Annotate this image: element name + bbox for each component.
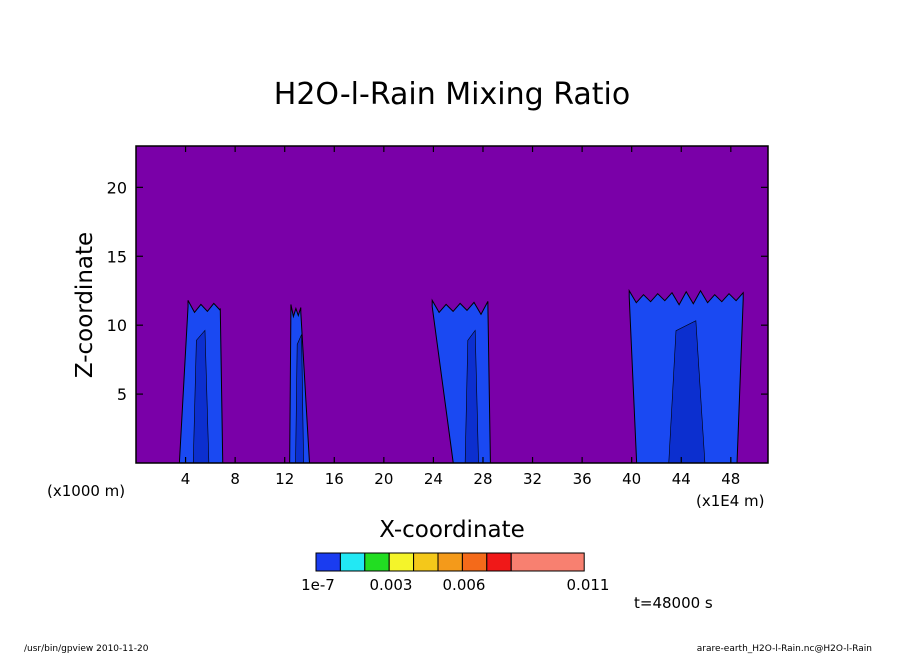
x-tick-label-16: 16 (325, 470, 344, 488)
x-tick-label-40: 40 (622, 470, 641, 488)
colorbar-label-2: 0.003 (370, 576, 413, 594)
x-tick-label-32: 32 (523, 470, 542, 488)
colorbar-swatch-2 (339, 552, 366, 572)
x-tick-label-24: 24 (424, 470, 443, 488)
x-tick-label-28: 28 (473, 470, 492, 488)
x-tick-label-12: 12 (275, 470, 294, 488)
y-tick-label-10: 10 (107, 316, 127, 335)
colorbar-swatch-1 (315, 552, 341, 572)
colorbar-labels: 1e-7 0.003 0.006 0.011 (301, 576, 609, 594)
colorbar-swatch-6 (437, 552, 463, 572)
x-unit-right: (x1E4 m) (696, 492, 765, 510)
x-tick-label-4: 4 (181, 470, 191, 488)
colorbar-swatch-7 (461, 552, 488, 572)
y-tick-label-20: 20 (107, 178, 127, 197)
footer-left: /usr/bin/gpview 2010-11-20 (24, 644, 149, 654)
colorbar (315, 552, 585, 572)
x-tick-label-48: 48 (721, 470, 740, 488)
x-axis-label: X-coordinate (379, 517, 525, 543)
colorbar-swatch-8 (486, 552, 512, 572)
x-tick-label-44: 44 (672, 470, 691, 488)
footer-right: arare-earth_H2O-l-Rain.nc@H2O-l-Rain (697, 644, 872, 654)
colorbar-swatch-5 (413, 552, 439, 572)
plot-frame (135, 145, 769, 464)
colorbar-swatch-3 (364, 552, 390, 572)
x-axis-ticks: 4 8 12 16 20 24 28 32 36 40 44 48 (181, 146, 740, 488)
y-axis-ticks: 5 10 15 20 (107, 178, 768, 404)
colorbar-swatch-4 (388, 552, 415, 572)
x-unit-left: (x1000 m) (47, 482, 125, 500)
rain-plumes (178, 288, 744, 464)
y-tick-label-5: 5 (117, 385, 127, 404)
x-tick-label-8: 8 (230, 470, 240, 488)
time-label: t=48000 s (634, 594, 713, 612)
colorbar-label-max: 0.011 (567, 576, 610, 594)
y-tick-label-15: 15 (107, 247, 127, 266)
y-axis-label: Z-coordinate (72, 232, 98, 378)
colorbar-swatch-9 (510, 552, 585, 572)
chart-title: H2O-l-Rain Mixing Ratio (274, 77, 630, 112)
x-tick-label-36: 36 (573, 470, 592, 488)
colorbar-label-3: 0.006 (443, 576, 486, 594)
colorbar-label-min: 1e-7 (301, 576, 335, 594)
x-tick-label-20: 20 (374, 470, 393, 488)
